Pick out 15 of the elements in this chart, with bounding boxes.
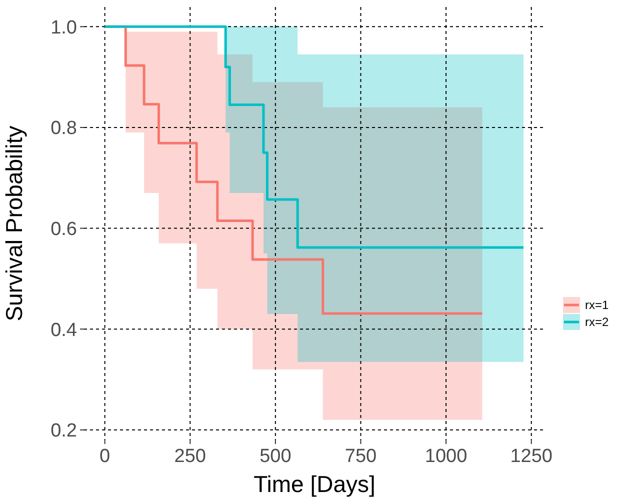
y-tick-label: 0.8 (50, 118, 77, 140)
y-tick-label: 0.4 (50, 320, 78, 341)
x-tick-label: 750 (344, 446, 377, 467)
x-tick-label: 1250 (510, 446, 552, 467)
x-tick-label: 500 (260, 446, 292, 467)
x-axis-title: Time [Days] (254, 471, 376, 497)
y-tick-label: 1.0 (50, 17, 77, 38)
legend-label: rx=1 (585, 298, 610, 312)
x-tick-label: 250 (174, 446, 206, 467)
x-tick-label: 1000 (424, 446, 468, 467)
y-axis-title: Survival Probability (1, 125, 27, 322)
legend-label: rx=2 (585, 315, 610, 330)
x-tick-label: 0 (100, 446, 110, 467)
y-tick-label: 0.2 (50, 420, 77, 442)
y-tick-label: 0.6 (50, 218, 77, 240)
